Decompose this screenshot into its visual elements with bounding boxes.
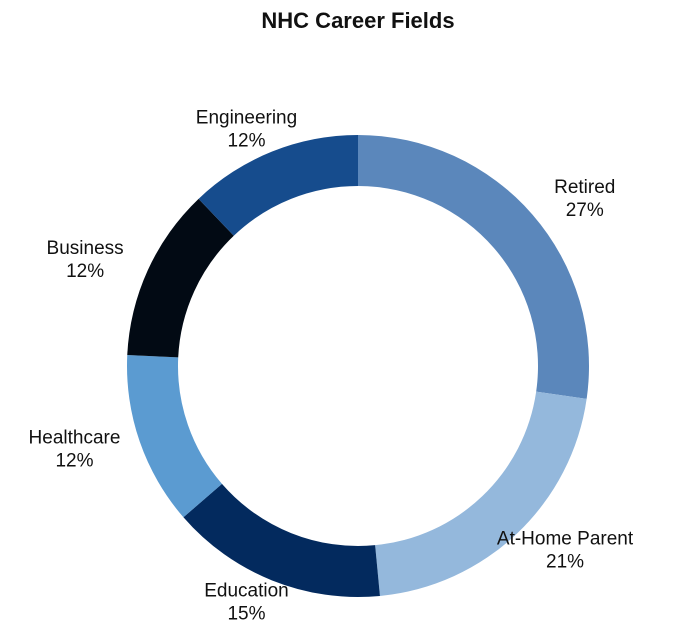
slice-label: Education (204, 581, 289, 602)
donut-slice (127, 198, 234, 358)
slice-label: At-Home Parent (497, 529, 634, 550)
donut-slice (183, 483, 380, 598)
slice-value-label: 12% (227, 130, 265, 151)
donut-slice (358, 135, 589, 399)
slice-value-label: 15% (227, 604, 265, 625)
donut-slice (375, 391, 587, 596)
slice-label: Retired (554, 177, 615, 198)
slice-value-label: 12% (55, 450, 93, 471)
chart-title: NHC Career Fields (261, 8, 454, 33)
slice-value-label: 27% (566, 200, 604, 221)
slice-label: Healthcare (29, 427, 121, 448)
slice-value-label: 21% (546, 552, 584, 573)
slice-label: Business (47, 238, 124, 259)
slice-value-label: 12% (66, 261, 104, 282)
donut-slice (126, 355, 222, 518)
slice-label: Engineering (196, 107, 297, 128)
donut-slice (198, 135, 358, 236)
